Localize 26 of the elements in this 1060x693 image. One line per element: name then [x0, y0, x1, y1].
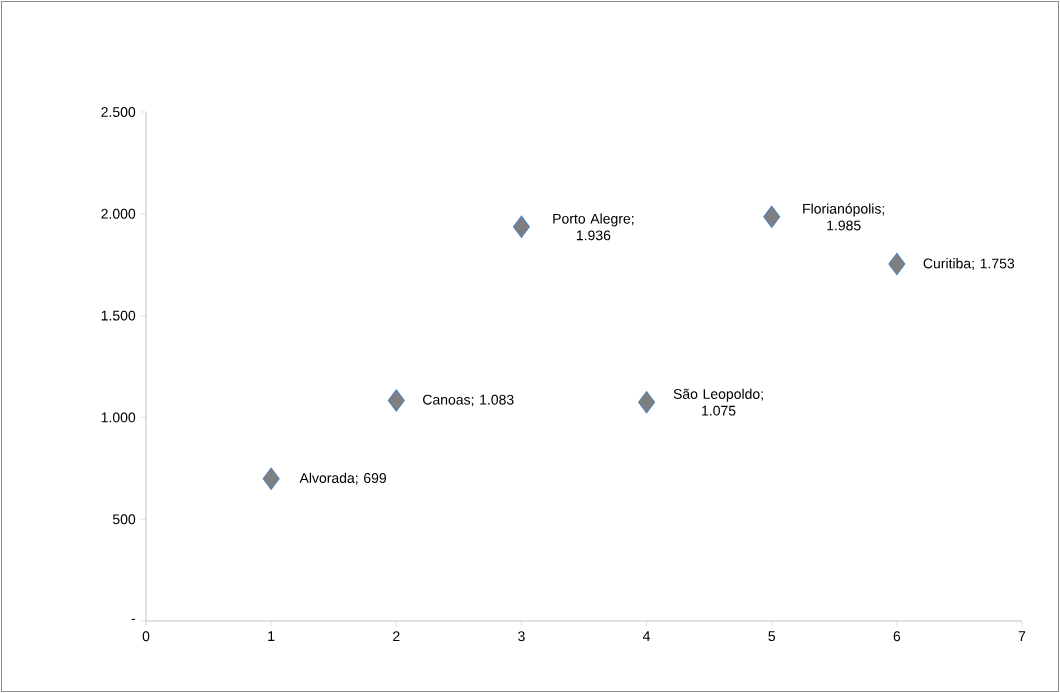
data-label: Porto Alegre; 1.936 — [553, 213, 634, 241]
x-tick-label: 0 — [142, 631, 150, 642]
point — [387, 389, 405, 412]
y-tick-label: 1.000 — [101, 412, 136, 423]
x-tick-label: 5 — [768, 631, 776, 642]
data-label: Florianópolis; 1.985 — [803, 203, 885, 231]
point — [638, 390, 656, 414]
data-label: Alvorada; 699 — [299, 472, 387, 485]
y-tick-label: 500 — [112, 514, 136, 525]
data-label: Curitiba; 1.753 — [923, 258, 1015, 271]
point — [763, 205, 781, 229]
y-tick-label: 1.500 — [101, 310, 136, 321]
data-label: Canoas; 1.083 — [423, 394, 514, 407]
point — [512, 215, 530, 238]
x-tick-label: 4 — [643, 631, 651, 641]
y-tick-label: 2.000 — [101, 208, 136, 219]
x-tick-label: 2 — [393, 631, 400, 642]
x-tick-label: 7 — [1018, 631, 1026, 641]
point — [262, 467, 280, 490]
y-tick-label: 2.500 — [101, 107, 136, 117]
data-label: São Leopoldo; 1.075 — [673, 388, 763, 416]
point — [888, 252, 906, 276]
x-tick-label: 3 — [518, 631, 525, 642]
y-tick-label: - — [131, 618, 136, 620]
x-tick-label: 6 — [893, 631, 901, 642]
x-tick-label: 1 — [268, 631, 275, 641]
